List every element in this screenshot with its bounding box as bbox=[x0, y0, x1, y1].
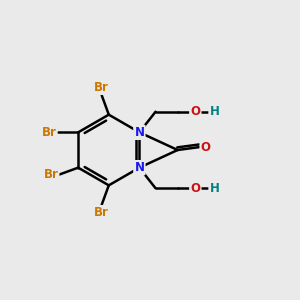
Text: Br: Br bbox=[44, 168, 59, 181]
Text: Br: Br bbox=[94, 206, 109, 219]
Text: H: H bbox=[209, 105, 219, 118]
Text: O: O bbox=[190, 182, 200, 195]
Text: O: O bbox=[190, 105, 200, 118]
Text: H: H bbox=[209, 182, 219, 195]
Text: N: N bbox=[134, 126, 144, 139]
Text: O: O bbox=[201, 141, 211, 154]
Text: N: N bbox=[134, 161, 144, 174]
Text: Br: Br bbox=[94, 81, 109, 94]
Text: Br: Br bbox=[42, 126, 57, 139]
